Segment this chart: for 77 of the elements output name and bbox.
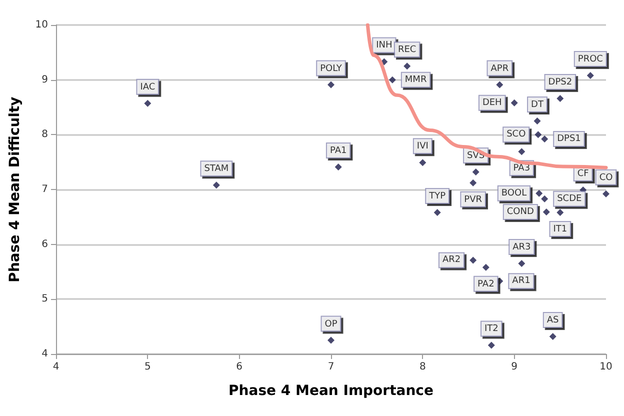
point	[586, 72, 594, 79]
point	[536, 190, 543, 197]
x-tick-label: 4	[52, 362, 60, 372]
point	[470, 179, 477, 186]
y-tick-label: 8	[42, 129, 48, 140]
point	[541, 195, 548, 202]
point	[488, 342, 495, 349]
point	[549, 332, 556, 340]
point	[510, 99, 518, 106]
point	[518, 148, 526, 156]
data-label: IT2	[484, 324, 498, 334]
point	[518, 260, 526, 268]
data-label: PA2	[478, 279, 494, 290]
data-label: PA3	[513, 164, 530, 174]
y-tick-label: 10	[35, 20, 48, 30]
point	[328, 81, 334, 88]
data-label: SCO	[506, 130, 526, 140]
data-label: PROC	[578, 54, 603, 64]
point	[534, 117, 541, 124]
point	[496, 81, 504, 88]
point	[542, 208, 550, 216]
data-label: AS	[546, 315, 560, 326]
data-label: APR	[490, 64, 509, 74]
data-label: AR2	[442, 255, 461, 266]
y-tick-label: 5	[42, 294, 48, 305]
point	[472, 168, 480, 176]
point	[482, 264, 490, 271]
data-label: PVR	[464, 194, 482, 205]
point	[328, 336, 334, 344]
data-label: STAM	[204, 164, 229, 174]
point	[144, 100, 152, 107]
data-label: DT	[531, 100, 544, 110]
point	[334, 164, 342, 171]
y-tick-label: 4	[42, 348, 48, 360]
data-label: DEH	[482, 98, 502, 108]
y-tick-label: 6	[42, 238, 48, 250]
data-label: COND	[506, 206, 534, 217]
x-tick-label: 10	[600, 362, 612, 372]
point	[556, 94, 564, 102]
point	[534, 131, 542, 138]
point	[212, 182, 220, 189]
x-tick-label: 6	[236, 362, 243, 372]
point	[470, 256, 477, 264]
point	[556, 209, 564, 216]
data-label: INH	[376, 40, 392, 51]
point	[602, 190, 610, 198]
data-label: SCDE	[557, 194, 582, 204]
point	[434, 209, 441, 216]
data-label: CO	[599, 172, 613, 183]
point	[404, 62, 411, 70]
data-label: IT1	[553, 224, 568, 235]
data-label: REC	[398, 45, 416, 56]
data-label: BOOL	[501, 188, 527, 198]
point	[419, 159, 426, 166]
data-label: DPS1	[557, 134, 581, 144]
data-label: MMR	[404, 74, 427, 85]
data-label: AR1	[512, 276, 530, 286]
x-tick-label: 7	[328, 362, 334, 372]
x-tick-label: 8	[419, 362, 426, 372]
line-series	[366, 23, 608, 170]
point	[388, 76, 396, 84]
x-axis-title: Phase 4 Mean Importance	[228, 383, 434, 399]
data-label: IVI	[416, 142, 428, 152]
y-axis-title: Phase 4 Mean Difficulty	[7, 96, 23, 282]
y-tick-label: 7	[42, 184, 48, 195]
data-label: IAC	[140, 82, 156, 92]
x-tick-label: 9	[511, 362, 518, 372]
point	[541, 136, 548, 143]
data-label: DPS2	[548, 77, 572, 88]
data-label: PA1	[330, 146, 347, 156]
data-label: TYP	[428, 192, 446, 202]
data-label: OP	[324, 319, 338, 330]
y-tick-label: 9	[42, 74, 48, 86]
x-tick-label: 5	[144, 362, 151, 372]
data-label: CF	[577, 169, 589, 180]
data-label: POLY	[320, 64, 342, 74]
data-label: AR3	[512, 242, 531, 253]
